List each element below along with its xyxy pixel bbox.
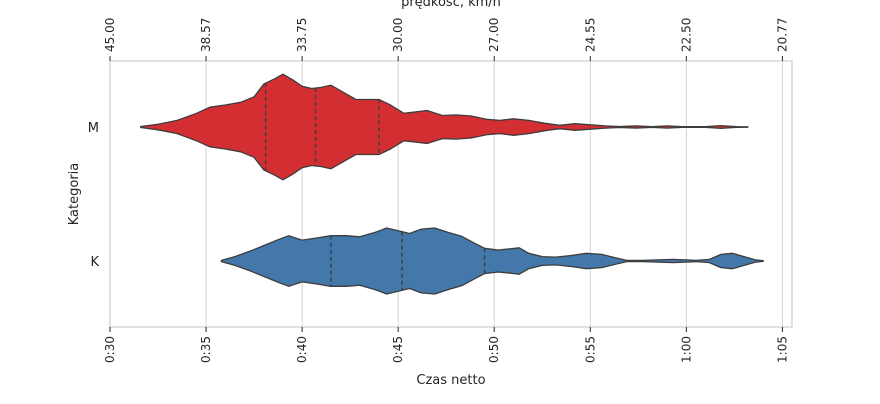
- bottom-tick-label-2: 0:40: [295, 336, 309, 363]
- bottom-tick-label-6: 1:00: [679, 336, 693, 363]
- violin-M: [140, 73, 749, 181]
- bottom-tick-label-5: 0:55: [583, 336, 597, 363]
- bottom-tick-label-7: 1:05: [775, 336, 789, 363]
- x-axis-label: Czas netto: [416, 373, 485, 388]
- category-label-K: K: [90, 255, 99, 270]
- y-axis-label: Kategoria: [67, 163, 82, 226]
- bottom-tick-label-0: 0:30: [103, 336, 117, 363]
- top-tick-label-7: 20.77: [775, 18, 789, 52]
- bottom-tick-label-3: 0:45: [391, 336, 405, 363]
- top-tick-label-6: 22.50: [679, 18, 693, 52]
- bottom-tick-label-4: 0:50: [487, 336, 501, 363]
- top-axis-label: prędkość, km/h: [401, 0, 501, 10]
- category-labels: MK: [88, 121, 100, 270]
- category-label-M: M: [88, 121, 99, 136]
- top-ticks: 45.00 38.57 33.75 30.00 27.00 24.55 22.50 20.77: [103, 18, 789, 61]
- top-tick-label-3: 30.00: [391, 18, 405, 52]
- violins: [140, 73, 764, 295]
- top-tick-label-4: 27.00: [487, 18, 501, 52]
- top-tick-label-1: 38.57: [199, 18, 213, 52]
- top-tick-label-5: 24.55: [583, 18, 597, 52]
- top-tick-label-2: 33.75: [295, 18, 309, 52]
- plot-frame: [109, 60, 793, 328]
- bottom-ticks: 0:30 0:35 0:40 0:45 0:50 0:55 1:00 1:05: [103, 327, 789, 363]
- top-tick-label-0: 45.00: [103, 18, 117, 52]
- bottom-tick-label-1: 0:35: [199, 336, 213, 363]
- violin-K: [220, 227, 764, 295]
